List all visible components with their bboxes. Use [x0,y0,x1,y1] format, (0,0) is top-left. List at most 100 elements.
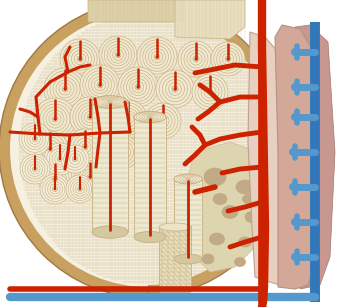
Circle shape [59,158,61,160]
Ellipse shape [204,168,226,186]
Circle shape [119,149,125,155]
Circle shape [78,187,82,191]
Ellipse shape [235,258,246,266]
Circle shape [19,123,51,155]
Circle shape [67,129,103,165]
Circle shape [105,135,139,169]
Circle shape [174,87,177,91]
Ellipse shape [159,287,191,295]
Circle shape [211,42,245,76]
Circle shape [226,57,229,60]
Circle shape [63,87,67,91]
Circle shape [160,118,166,124]
Ellipse shape [250,173,260,181]
Ellipse shape [108,101,112,103]
Circle shape [156,70,194,108]
Ellipse shape [134,111,166,122]
Circle shape [291,83,299,91]
Circle shape [60,39,100,79]
Circle shape [291,48,299,56]
Bar [159,226,191,291]
Circle shape [137,37,177,77]
Circle shape [80,65,120,105]
Circle shape [289,148,297,156]
Circle shape [115,52,121,58]
Ellipse shape [92,226,128,238]
Circle shape [32,131,68,167]
Circle shape [79,57,82,60]
Ellipse shape [7,2,289,296]
Circle shape [34,98,76,140]
Circle shape [125,116,131,122]
Circle shape [98,84,102,87]
Circle shape [120,150,123,154]
Circle shape [34,168,36,170]
Circle shape [52,116,58,122]
Circle shape [99,36,137,74]
Ellipse shape [243,195,253,204]
Ellipse shape [148,116,152,118]
Ellipse shape [186,178,190,180]
Circle shape [47,146,53,152]
Wedge shape [0,0,148,298]
Circle shape [118,67,158,107]
Polygon shape [88,0,190,22]
Polygon shape [295,25,335,289]
Circle shape [74,161,106,193]
Circle shape [162,119,165,122]
Bar [92,102,128,232]
Polygon shape [185,142,268,272]
Circle shape [289,183,297,191]
Circle shape [172,86,178,92]
Circle shape [88,176,92,178]
Circle shape [74,158,76,160]
Circle shape [52,176,58,182]
Circle shape [58,157,62,161]
Circle shape [291,218,299,226]
Circle shape [135,84,141,90]
Ellipse shape [92,96,128,108]
Circle shape [83,146,86,149]
Circle shape [54,177,57,181]
Circle shape [82,144,88,150]
Polygon shape [275,25,318,289]
Circle shape [54,118,57,121]
Circle shape [209,91,212,94]
Circle shape [88,115,92,119]
Circle shape [61,145,89,173]
Circle shape [20,154,50,184]
Ellipse shape [238,237,251,247]
Circle shape [192,74,228,110]
Circle shape [54,188,56,190]
Circle shape [291,113,299,121]
Circle shape [62,86,68,92]
Circle shape [194,57,198,60]
Ellipse shape [245,212,259,223]
Circle shape [97,82,103,88]
Circle shape [40,174,70,204]
Circle shape [48,147,51,150]
Circle shape [34,138,36,140]
Ellipse shape [210,233,225,245]
Circle shape [127,118,130,121]
Circle shape [137,86,140,88]
Circle shape [77,56,83,62]
Ellipse shape [134,231,166,243]
Circle shape [225,56,231,62]
Polygon shape [248,32,285,285]
Circle shape [207,89,213,95]
Circle shape [117,53,119,56]
Ellipse shape [213,193,227,204]
Bar [174,179,202,259]
Bar [134,117,166,237]
Circle shape [87,114,93,120]
Circle shape [53,187,57,191]
Circle shape [44,68,86,110]
Circle shape [109,100,147,138]
Circle shape [145,103,181,139]
Circle shape [73,157,77,161]
Circle shape [33,137,37,141]
Ellipse shape [174,174,202,184]
Ellipse shape [174,254,202,264]
Circle shape [44,143,76,175]
